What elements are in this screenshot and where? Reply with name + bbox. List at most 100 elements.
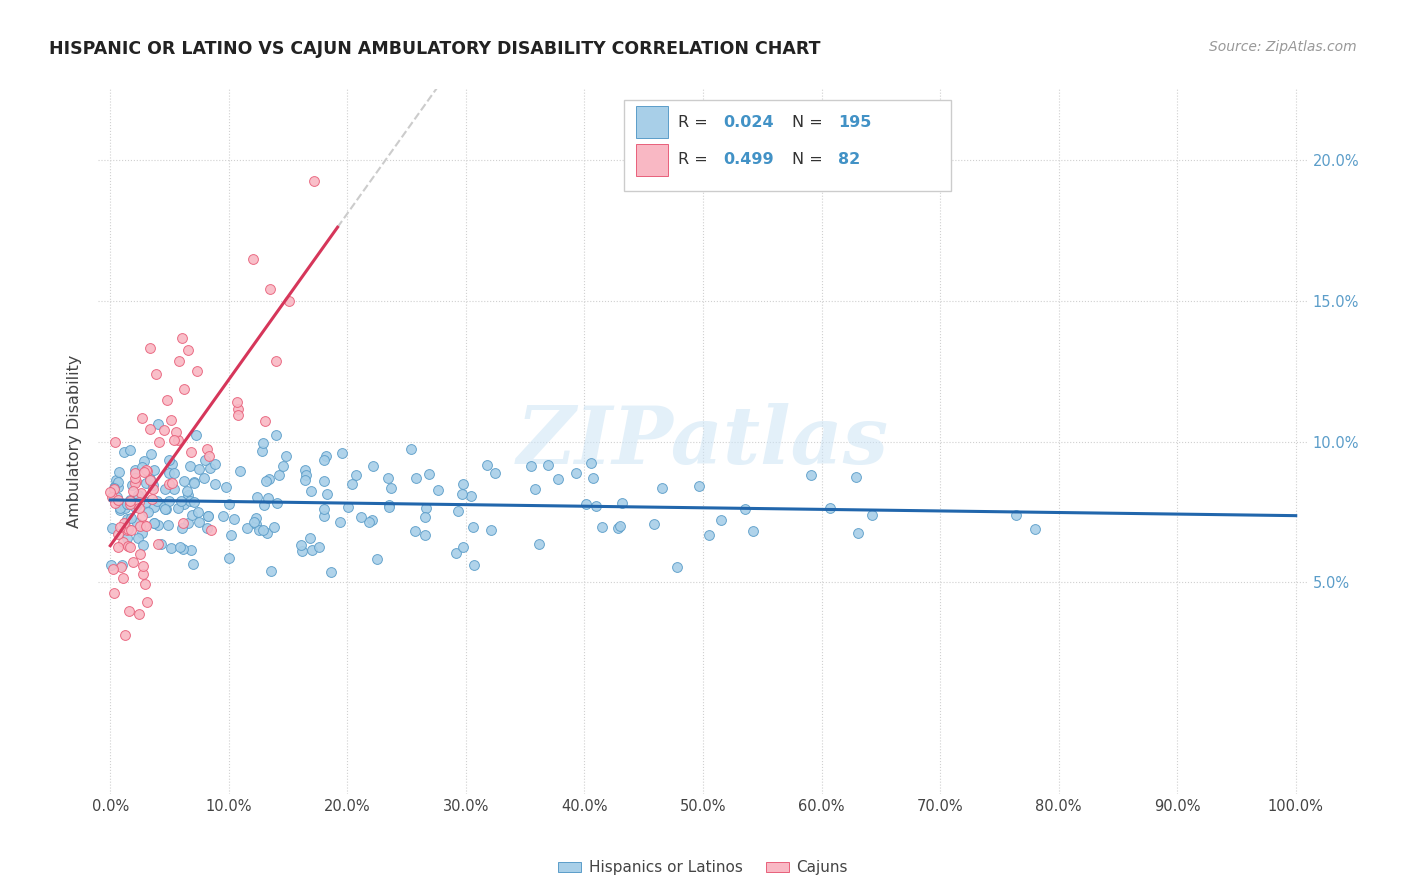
Point bbox=[129, 486, 152, 500]
Point bbox=[315, 487, 337, 501]
Point bbox=[180, 445, 202, 459]
Text: 0.024: 0.024 bbox=[724, 115, 775, 130]
Point bbox=[475, 458, 498, 473]
Point bbox=[118, 494, 141, 508]
Point bbox=[114, 628, 136, 642]
Point bbox=[214, 480, 236, 494]
Point bbox=[710, 513, 733, 527]
Point bbox=[225, 394, 247, 409]
Point bbox=[163, 466, 186, 480]
Point bbox=[197, 508, 219, 523]
Point bbox=[242, 252, 264, 266]
Point bbox=[697, 527, 720, 541]
Point bbox=[290, 538, 312, 552]
Point bbox=[245, 511, 267, 525]
Point bbox=[377, 471, 399, 485]
Point bbox=[460, 489, 482, 503]
Point bbox=[157, 518, 180, 533]
Point bbox=[124, 466, 146, 480]
Point bbox=[219, 528, 242, 542]
Point bbox=[157, 453, 180, 467]
Point bbox=[112, 445, 135, 459]
Point bbox=[169, 494, 191, 508]
Point bbox=[117, 539, 139, 553]
Point bbox=[120, 511, 142, 525]
Point bbox=[226, 408, 249, 422]
Point bbox=[156, 392, 179, 407]
Point bbox=[643, 516, 665, 531]
Point bbox=[263, 520, 285, 534]
Point bbox=[186, 364, 208, 378]
Point bbox=[278, 293, 301, 308]
Point bbox=[103, 482, 125, 496]
Point bbox=[187, 505, 209, 519]
Text: Source: ZipAtlas.com: Source: ZipAtlas.com bbox=[1209, 40, 1357, 54]
Point bbox=[125, 496, 148, 510]
Point bbox=[173, 475, 195, 489]
Point bbox=[242, 515, 264, 529]
Point bbox=[314, 452, 336, 467]
Point bbox=[451, 540, 474, 554]
Point bbox=[150, 537, 173, 551]
Point bbox=[110, 558, 132, 572]
Point bbox=[103, 585, 125, 599]
Point bbox=[337, 500, 360, 515]
Point bbox=[124, 471, 146, 485]
Point bbox=[141, 492, 163, 507]
Text: 195: 195 bbox=[838, 115, 872, 130]
Point bbox=[172, 330, 194, 344]
Point bbox=[131, 410, 153, 425]
Legend: Hispanics or Latinos, Cajuns: Hispanics or Latinos, Cajuns bbox=[553, 855, 853, 881]
Point bbox=[252, 435, 274, 450]
Point bbox=[166, 501, 188, 516]
Point bbox=[579, 456, 602, 470]
Point bbox=[146, 518, 169, 533]
Point bbox=[169, 540, 191, 554]
Point bbox=[269, 468, 291, 483]
Text: 0.499: 0.499 bbox=[724, 153, 775, 167]
Point bbox=[418, 467, 440, 481]
Point bbox=[195, 442, 218, 456]
Point bbox=[222, 512, 245, 526]
Point bbox=[212, 508, 235, 523]
Point bbox=[129, 547, 152, 561]
Point bbox=[160, 413, 183, 427]
Point bbox=[361, 459, 384, 474]
Point bbox=[176, 488, 198, 502]
Point bbox=[529, 537, 551, 551]
Point bbox=[818, 500, 841, 515]
Point bbox=[259, 282, 281, 296]
Point bbox=[104, 496, 127, 510]
Point bbox=[103, 483, 125, 497]
Point bbox=[229, 464, 252, 478]
Point bbox=[181, 557, 204, 571]
Point bbox=[117, 522, 139, 536]
Point bbox=[380, 481, 402, 495]
Point bbox=[565, 467, 588, 481]
Point bbox=[413, 510, 436, 524]
Point bbox=[110, 559, 132, 574]
Point bbox=[399, 442, 422, 456]
Point bbox=[271, 458, 294, 473]
Point bbox=[366, 552, 388, 566]
Point bbox=[135, 495, 157, 509]
Point bbox=[257, 491, 280, 506]
Point bbox=[250, 444, 273, 458]
Point bbox=[188, 515, 211, 529]
Point bbox=[450, 487, 472, 501]
Point bbox=[135, 463, 157, 477]
Point bbox=[153, 502, 176, 516]
Point bbox=[607, 521, 630, 535]
Point bbox=[127, 516, 149, 530]
Point bbox=[314, 509, 336, 524]
Point bbox=[187, 462, 209, 476]
Point bbox=[260, 564, 283, 578]
Point bbox=[172, 516, 194, 530]
Point bbox=[173, 383, 195, 397]
Point bbox=[125, 498, 148, 512]
Point bbox=[136, 464, 159, 478]
Point bbox=[145, 368, 167, 382]
Point bbox=[204, 457, 226, 471]
Point bbox=[228, 402, 250, 417]
Point bbox=[112, 497, 135, 511]
